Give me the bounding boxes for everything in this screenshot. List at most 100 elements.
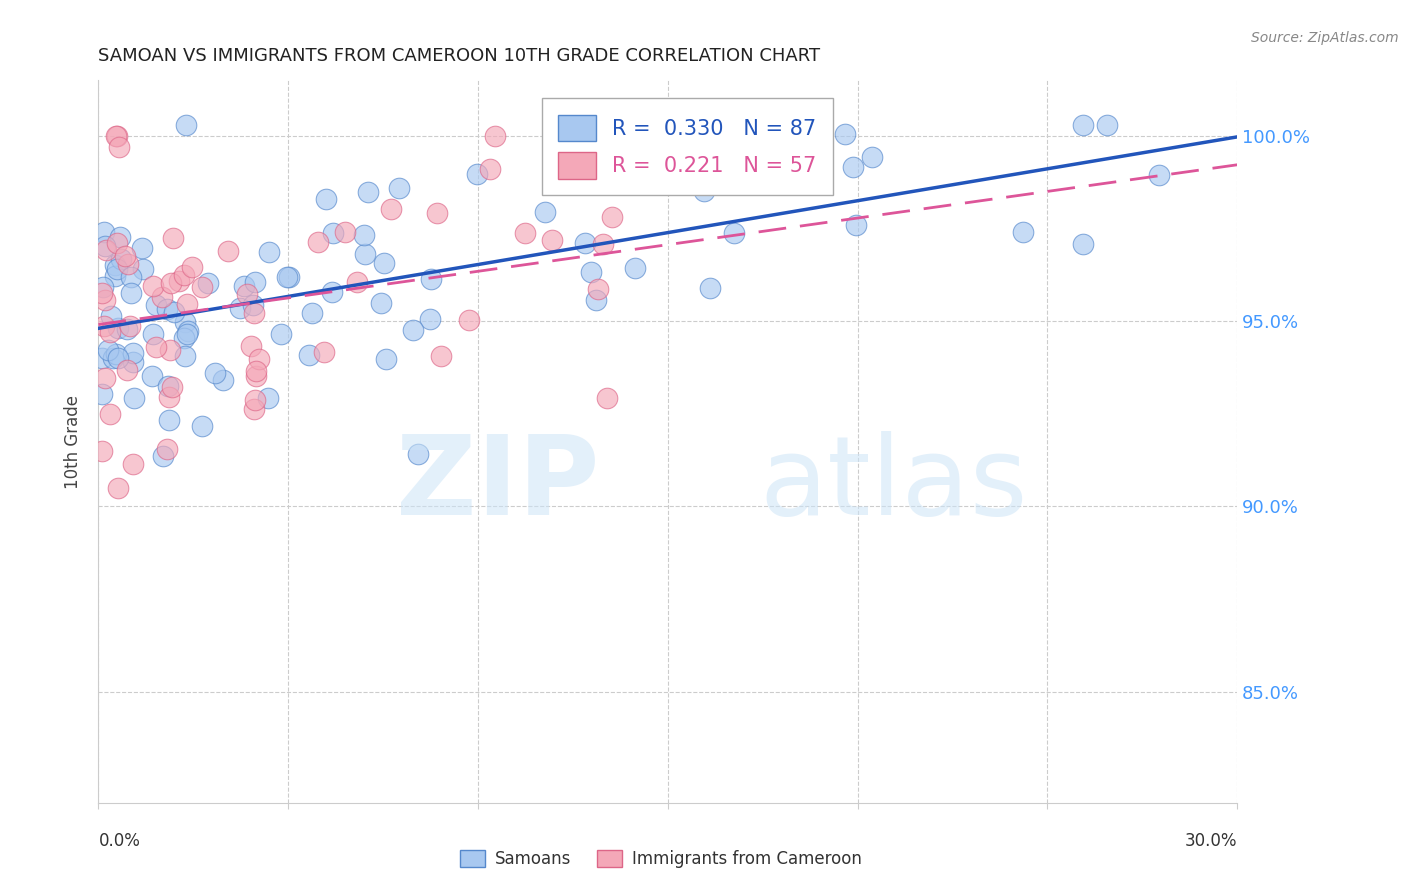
Point — [93, 318, 115, 333]
Point — [142, 326, 165, 341]
Point — [651, 166, 673, 180]
Point — [212, 373, 235, 387]
Point — [307, 235, 329, 250]
Point — [104, 128, 127, 143]
Text: 0.0%: 0.0% — [98, 832, 141, 850]
Point — [346, 275, 368, 289]
Point — [276, 269, 298, 284]
Point — [257, 391, 280, 405]
Point — [181, 260, 204, 274]
Point — [426, 206, 449, 220]
Point — [1071, 236, 1094, 251]
Point — [114, 249, 136, 263]
Text: atlas: atlas — [759, 432, 1028, 539]
Point — [375, 352, 398, 367]
Point — [1095, 118, 1118, 132]
Point — [167, 274, 190, 288]
Point — [107, 261, 129, 276]
Point — [484, 128, 506, 143]
Point — [592, 236, 614, 251]
Point — [107, 320, 129, 334]
Point — [94, 239, 117, 253]
Point — [159, 276, 181, 290]
Legend: Samoans, Immigrants from Cameroon: Samoans, Immigrants from Cameroon — [454, 843, 868, 875]
Point — [159, 343, 181, 358]
Point — [478, 162, 501, 177]
Point — [162, 305, 184, 319]
Point — [314, 345, 336, 359]
Point — [91, 286, 114, 301]
Text: Source: ZipAtlas.com: Source: ZipAtlas.com — [1251, 31, 1399, 45]
Point — [321, 285, 343, 300]
Point — [157, 413, 180, 427]
Point — [197, 276, 219, 290]
Point — [100, 326, 122, 340]
Point — [91, 351, 114, 366]
Point — [1011, 225, 1033, 239]
Point — [117, 257, 139, 271]
Point — [176, 296, 198, 310]
Point — [115, 363, 138, 377]
Point — [301, 305, 323, 319]
Point — [100, 407, 122, 421]
Point — [145, 340, 167, 354]
Point — [236, 287, 259, 301]
Point — [94, 371, 117, 385]
Point — [141, 368, 163, 383]
Point — [122, 391, 145, 405]
Point — [150, 290, 173, 304]
Text: ZIP: ZIP — [396, 432, 599, 539]
Point — [335, 225, 357, 239]
Point — [152, 449, 174, 463]
Point — [91, 279, 114, 293]
Point — [156, 301, 179, 316]
Point — [401, 323, 423, 337]
Point — [160, 380, 183, 394]
Point — [120, 286, 142, 301]
Point — [108, 139, 131, 153]
Point — [120, 270, 142, 285]
Point — [243, 306, 266, 320]
Point — [239, 339, 262, 353]
Point — [173, 349, 195, 363]
Point — [465, 167, 488, 181]
Point — [380, 202, 402, 216]
Point — [541, 233, 564, 247]
Point — [356, 185, 378, 199]
Point — [97, 343, 120, 357]
Point — [103, 269, 125, 284]
Point — [103, 258, 125, 272]
Point — [579, 264, 602, 278]
Point — [586, 282, 609, 296]
Point — [173, 268, 195, 283]
Point — [596, 392, 619, 406]
Point — [190, 419, 212, 434]
Point — [174, 315, 197, 329]
Point — [107, 481, 129, 495]
Point — [353, 227, 375, 242]
Point — [842, 160, 865, 174]
Point — [204, 367, 226, 381]
Text: SAMOAN VS IMMIGRANTS FROM CAMEROON 10TH GRADE CORRELATION CHART: SAMOAN VS IMMIGRANTS FROM CAMEROON 10TH … — [98, 47, 821, 65]
Point — [91, 387, 114, 401]
Point — [91, 444, 114, 458]
Point — [118, 319, 141, 334]
Point — [419, 312, 441, 326]
Point — [94, 243, 117, 257]
Point — [245, 364, 267, 378]
Point — [834, 127, 856, 141]
Point — [624, 260, 647, 275]
Point — [574, 235, 596, 250]
Point — [243, 401, 266, 416]
Point — [408, 447, 430, 461]
Point — [458, 313, 481, 327]
Point — [108, 230, 131, 244]
Point — [845, 218, 868, 232]
Point — [121, 457, 143, 471]
Point — [1071, 118, 1094, 132]
Y-axis label: 10th Grade: 10th Grade — [65, 394, 83, 489]
Point — [1149, 168, 1171, 182]
Point — [191, 279, 214, 293]
Point — [233, 279, 256, 293]
Point — [315, 192, 337, 206]
